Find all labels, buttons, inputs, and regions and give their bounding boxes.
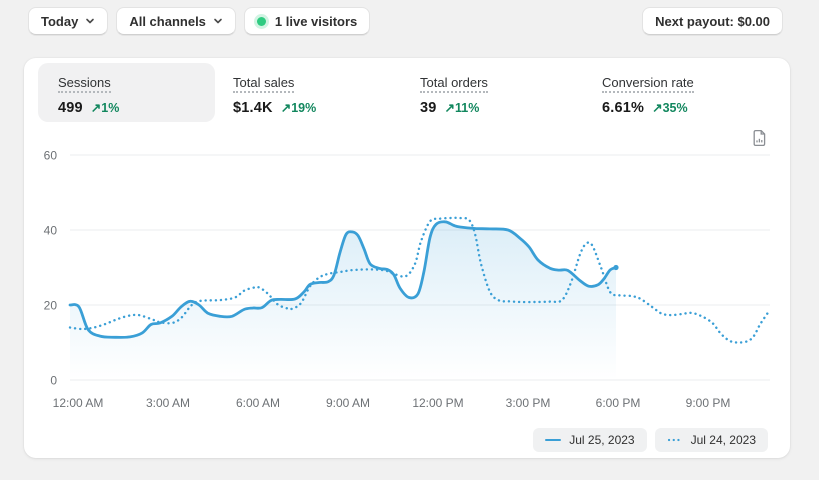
metric-value-row: 6.61% ↗35% — [602, 100, 694, 116]
x-axis-tick-label: 3:00 AM — [146, 396, 190, 410]
legend-item-jul-24[interactable]: Jul 24, 2023 — [654, 428, 768, 452]
series-area-fill — [70, 221, 616, 380]
y-axis-tick-label: 20 — [44, 299, 58, 313]
legend-label: Jul 24, 2023 — [690, 433, 756, 447]
next-payout-button[interactable]: Next payout: $0.00 — [642, 7, 783, 35]
series-line-previous — [68, 216, 769, 344]
x-axis-tick-label: 9:00 PM — [686, 396, 731, 410]
metric-delta-value: 1% — [101, 101, 120, 115]
metric-delta: ↗1% — [91, 100, 120, 115]
metric-delta-value: 35% — [662, 101, 688, 115]
solid-line-swatch-icon — [545, 439, 562, 441]
date-range-button[interactable]: Today — [28, 7, 109, 35]
chart-legend: Jul 25, 2023 Jul 24, 2023 — [533, 428, 768, 452]
metric-value-row: $1.4K ↗19% — [233, 100, 316, 116]
report-icon — [753, 129, 765, 147]
trend-up-icon: ↗ — [90, 101, 102, 115]
trend-up-icon: ↗ — [444, 101, 456, 115]
trend-up-icon: ↗ — [280, 101, 292, 115]
legend-label: Jul 25, 2023 — [569, 433, 635, 447]
live-visitors-label: 1 live visitors — [274, 13, 358, 29]
live-visitors-button[interactable]: 1 live visitors — [243, 7, 371, 35]
metric-value: 39 — [420, 100, 437, 116]
metric-delta-value: 19% — [291, 101, 317, 115]
metric-delta-value: 11% — [455, 101, 480, 115]
metric-value-row: 499 ↗1% — [58, 100, 215, 116]
channel-filter-button[interactable]: All channels — [116, 7, 236, 35]
next-payout-label: Next payout: $0.00 — [655, 13, 770, 29]
x-axis-tick-label: 9:00 AM — [326, 396, 370, 410]
y-axis-tick-label: 40 — [44, 224, 58, 238]
date-range-label: Today — [41, 13, 79, 29]
report-export-button[interactable] — [748, 127, 770, 149]
metric-label: Conversion rate — [602, 75, 694, 93]
x-axis-tick-label: 12:00 PM — [412, 396, 463, 410]
metric-total-sales[interactable]: Total sales $1.4K ↗19% — [233, 74, 316, 116]
series-endpoint-marker — [613, 264, 619, 271]
dotted-line-swatch-icon — [667, 438, 683, 442]
chevron-down-icon — [86, 18, 95, 24]
metric-label: Total orders — [420, 75, 488, 93]
y-axis-tick-label: 0 — [50, 374, 57, 388]
x-axis-tick-label: 6:00 AM — [236, 396, 280, 410]
metric-delta: ↗35% — [652, 100, 688, 115]
metric-delta: ↗11% — [445, 100, 480, 115]
metric-value: $1.4K — [233, 100, 273, 116]
metric-sessions[interactable]: Sessions 499 ↗1% — [38, 63, 215, 122]
channel-filter-label: All channels — [129, 13, 206, 29]
topbar: Today All channels 1 live visitors Next … — [28, 7, 783, 35]
live-indicator-dot — [256, 16, 266, 26]
metric-value: 6.61% — [602, 100, 645, 116]
series-line-current — [68, 220, 618, 339]
metric-value-row: 39 ↗11% — [420, 100, 488, 116]
filter-group: Today All channels 1 live visitors — [28, 7, 371, 35]
metric-label: Sessions — [58, 75, 111, 93]
metric-delta: ↗19% — [281, 100, 317, 115]
x-axis-tick-label: 3:00 PM — [506, 396, 551, 410]
metric-conversion-rate[interactable]: Conversion rate 6.61% ↗35% — [602, 74, 694, 116]
metric-total-orders[interactable]: Total orders 39 ↗11% — [420, 74, 488, 116]
chevron-down-icon — [214, 18, 222, 24]
metric-label: Total sales — [233, 75, 295, 93]
legend-item-jul-25[interactable]: Jul 25, 2023 — [533, 428, 647, 452]
y-axis-tick-label: 60 — [44, 149, 58, 163]
trend-up-icon: ↗ — [652, 101, 663, 115]
x-axis-tick-label: 12:00 AM — [53, 396, 104, 410]
analytics-card: Sessions 499 ↗1% Total sales $1.4K ↗19% … — [24, 58, 790, 458]
x-axis-tick-label: 6:00 PM — [596, 396, 641, 410]
metric-value: 499 — [58, 100, 83, 116]
